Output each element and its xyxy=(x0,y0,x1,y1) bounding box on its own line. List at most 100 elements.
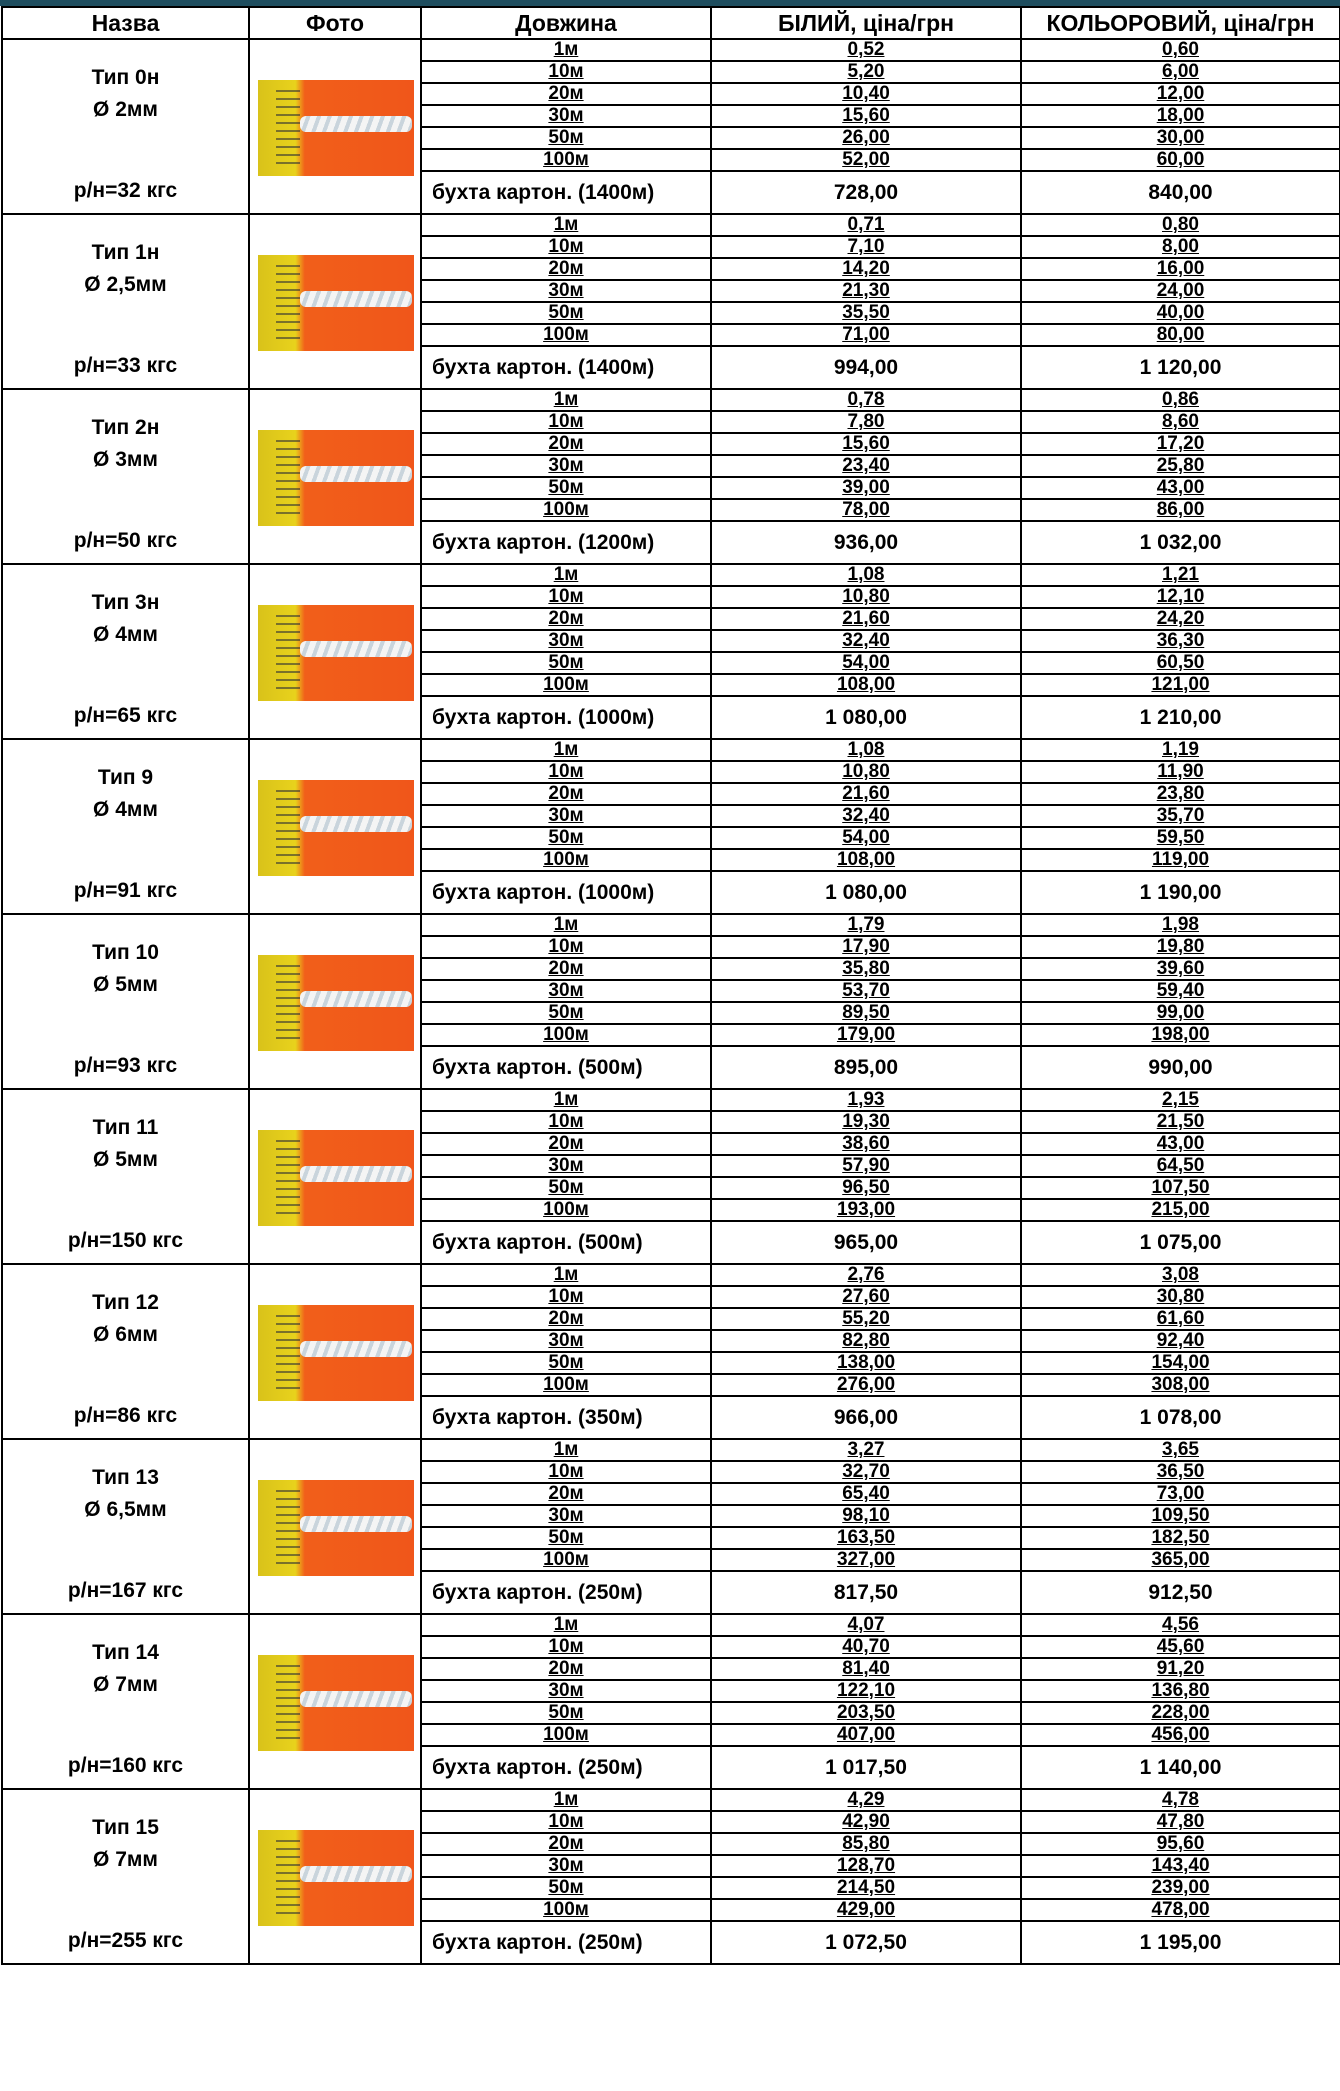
bulk-row: бухта картон. (1000м) 1 080,00 1 190,00 xyxy=(2,870,1340,915)
cord-sample-image xyxy=(258,1130,414,1226)
product-name-cell: Тип 13 Ø 6,5мм р/н=167 кгс xyxy=(1,1438,250,1615)
product-strength: р/н=160 кгс xyxy=(67,1754,184,1777)
white-price-cell: 52,00 xyxy=(710,148,1022,172)
length-cell: 30м xyxy=(420,1329,712,1353)
length-cell: 30м xyxy=(420,1854,712,1878)
length-cell: 50м xyxy=(420,1001,712,1025)
product-photo xyxy=(248,913,422,1090)
product-photo xyxy=(248,563,422,740)
bulk-row: бухта картон. (500м) 965,00 1 075,00 xyxy=(2,1220,1340,1265)
white-price-cell: 3,27 xyxy=(710,1438,1022,1462)
bulk-colored-price-cell: 912,50 xyxy=(1020,1570,1340,1615)
length-cell: 20м xyxy=(420,432,712,456)
white-price-cell: 4,29 xyxy=(710,1788,1022,1812)
cord-icon xyxy=(300,816,412,832)
length-cell: 10м xyxy=(420,60,712,84)
bulk-white-price-cell: 895,00 xyxy=(710,1045,1022,1090)
bulk-package-cell: бухта картон. (250м) xyxy=(420,1570,712,1615)
white-price-cell: 10,80 xyxy=(710,760,1022,784)
price-row: 10м 7,10 8,00 xyxy=(2,235,1340,259)
price-row: 10м 5,20 6,00 xyxy=(2,60,1340,84)
length-cell: 10м xyxy=(420,410,712,434)
length-cell: 100м xyxy=(420,1898,712,1922)
colored-price-cell: 121,00 xyxy=(1020,673,1340,697)
colored-price-cell: 64,50 xyxy=(1020,1154,1340,1178)
ruler-icon xyxy=(276,265,300,341)
product-type: Тип 10 xyxy=(92,941,159,964)
length-cell: 50м xyxy=(420,301,712,325)
colored-price-cell: 60,00 xyxy=(1020,148,1340,172)
bulk-row: бухта картон. (350м) 966,00 1 078,00 xyxy=(2,1395,1340,1440)
cord-sample-image xyxy=(258,1305,414,1401)
white-price-cell: 193,00 xyxy=(710,1198,1022,1222)
white-price-cell: 203,50 xyxy=(710,1701,1022,1725)
cord-icon xyxy=(300,641,412,657)
length-cell: 1м xyxy=(420,563,712,587)
price-row: 30м 21,30 24,00 xyxy=(2,279,1340,303)
bulk-package-cell: бухта картон. (350м) xyxy=(420,1395,712,1440)
cord-sample-image xyxy=(258,1830,414,1926)
colored-price-cell: 1,19 xyxy=(1020,738,1340,762)
white-price-cell: 1,93 xyxy=(710,1088,1022,1112)
colored-price-cell: 365,00 xyxy=(1020,1548,1340,1572)
product-type: Тип 11 xyxy=(92,1116,159,1139)
colored-price-cell: 18,00 xyxy=(1020,104,1340,128)
price-row: 10м 10,80 12,10 xyxy=(2,585,1340,609)
product-type: Тип 15 xyxy=(92,1816,159,1839)
white-price-cell: 108,00 xyxy=(710,848,1022,872)
white-price-cell: 1,08 xyxy=(710,738,1022,762)
product-strength: р/н=50 кгс xyxy=(73,529,178,552)
colored-price-cell: 154,00 xyxy=(1020,1351,1340,1375)
colored-price-cell: 86,00 xyxy=(1020,498,1340,522)
length-cell: 50м xyxy=(420,826,712,850)
colored-price-cell: 239,00 xyxy=(1020,1876,1340,1900)
white-price-cell: 4,07 xyxy=(710,1613,1022,1637)
bulk-package-cell: бухта картон. (1000м) xyxy=(420,695,712,740)
bulk-row: бухта картон. (250м) 1 017,50 1 140,00 xyxy=(2,1745,1340,1790)
length-cell: 30м xyxy=(420,454,712,478)
price-row: 100м 108,00 121,00 xyxy=(2,673,1340,697)
product-strength: р/н=91 кгс xyxy=(73,879,178,902)
cord-sample-image xyxy=(258,780,414,876)
product-strength: р/н=86 кгс xyxy=(73,1404,178,1427)
length-cell: 20м xyxy=(420,1657,712,1681)
white-price-cell: 21,60 xyxy=(710,607,1022,631)
colored-price-cell: 19,80 xyxy=(1020,935,1340,959)
price-row: 10м 40,70 45,60 xyxy=(2,1635,1340,1659)
bulk-colored-price-cell: 1 190,00 xyxy=(1020,870,1340,915)
price-row: 30м 53,70 59,40 xyxy=(2,979,1340,1003)
cord-icon xyxy=(300,116,412,132)
colored-price-cell: 6,00 xyxy=(1020,60,1340,84)
white-price-cell: 26,00 xyxy=(710,126,1022,150)
colored-price-cell: 43,00 xyxy=(1020,1132,1340,1156)
colored-price-cell: 4,78 xyxy=(1020,1788,1340,1812)
length-cell: 10м xyxy=(420,1810,712,1834)
length-cell: 50м xyxy=(420,1351,712,1375)
product-name-cell: Тип 12 Ø 6мм р/н=86 кгс xyxy=(1,1263,250,1440)
colored-price-cell: 30,80 xyxy=(1020,1285,1340,1309)
white-price-cell: 89,50 xyxy=(710,1001,1022,1025)
white-price-cell: 14,20 xyxy=(710,257,1022,281)
product-type: Тип 2н xyxy=(91,416,160,439)
product-type: Тип 3н xyxy=(91,591,160,614)
length-cell: 100м xyxy=(420,498,712,522)
product-type: Тип 1н xyxy=(91,241,160,264)
price-row: 50м 163,50 182,50 xyxy=(2,1526,1340,1550)
product-strength: р/н=255 кгс xyxy=(67,1929,184,1952)
price-row: 100м 108,00 119,00 xyxy=(2,848,1340,872)
bulk-package-cell: бухта картон. (1000м) xyxy=(420,870,712,915)
bulk-row: бухта картон. (250м) 1 072,50 1 195,00 xyxy=(2,1920,1340,1965)
white-price-cell: 122,10 xyxy=(710,1679,1022,1703)
colored-price-cell: 478,00 xyxy=(1020,1898,1340,1922)
price-row: 20м 21,60 23,80 xyxy=(2,782,1340,806)
ruler-icon xyxy=(276,1315,300,1391)
white-price-cell: 179,00 xyxy=(710,1023,1022,1047)
cord-sample-image xyxy=(258,605,414,701)
product-diameter: Ø 7мм xyxy=(93,1848,158,1871)
colored-price-cell: 228,00 xyxy=(1020,1701,1340,1725)
colored-price-cell: 16,00 xyxy=(1020,257,1340,281)
white-price-cell: 0,52 xyxy=(710,38,1022,62)
price-row: 20м 55,20 61,60 xyxy=(2,1307,1340,1331)
length-cell: 1м xyxy=(420,913,712,937)
price-row: 20м 10,40 12,00 xyxy=(2,82,1340,106)
